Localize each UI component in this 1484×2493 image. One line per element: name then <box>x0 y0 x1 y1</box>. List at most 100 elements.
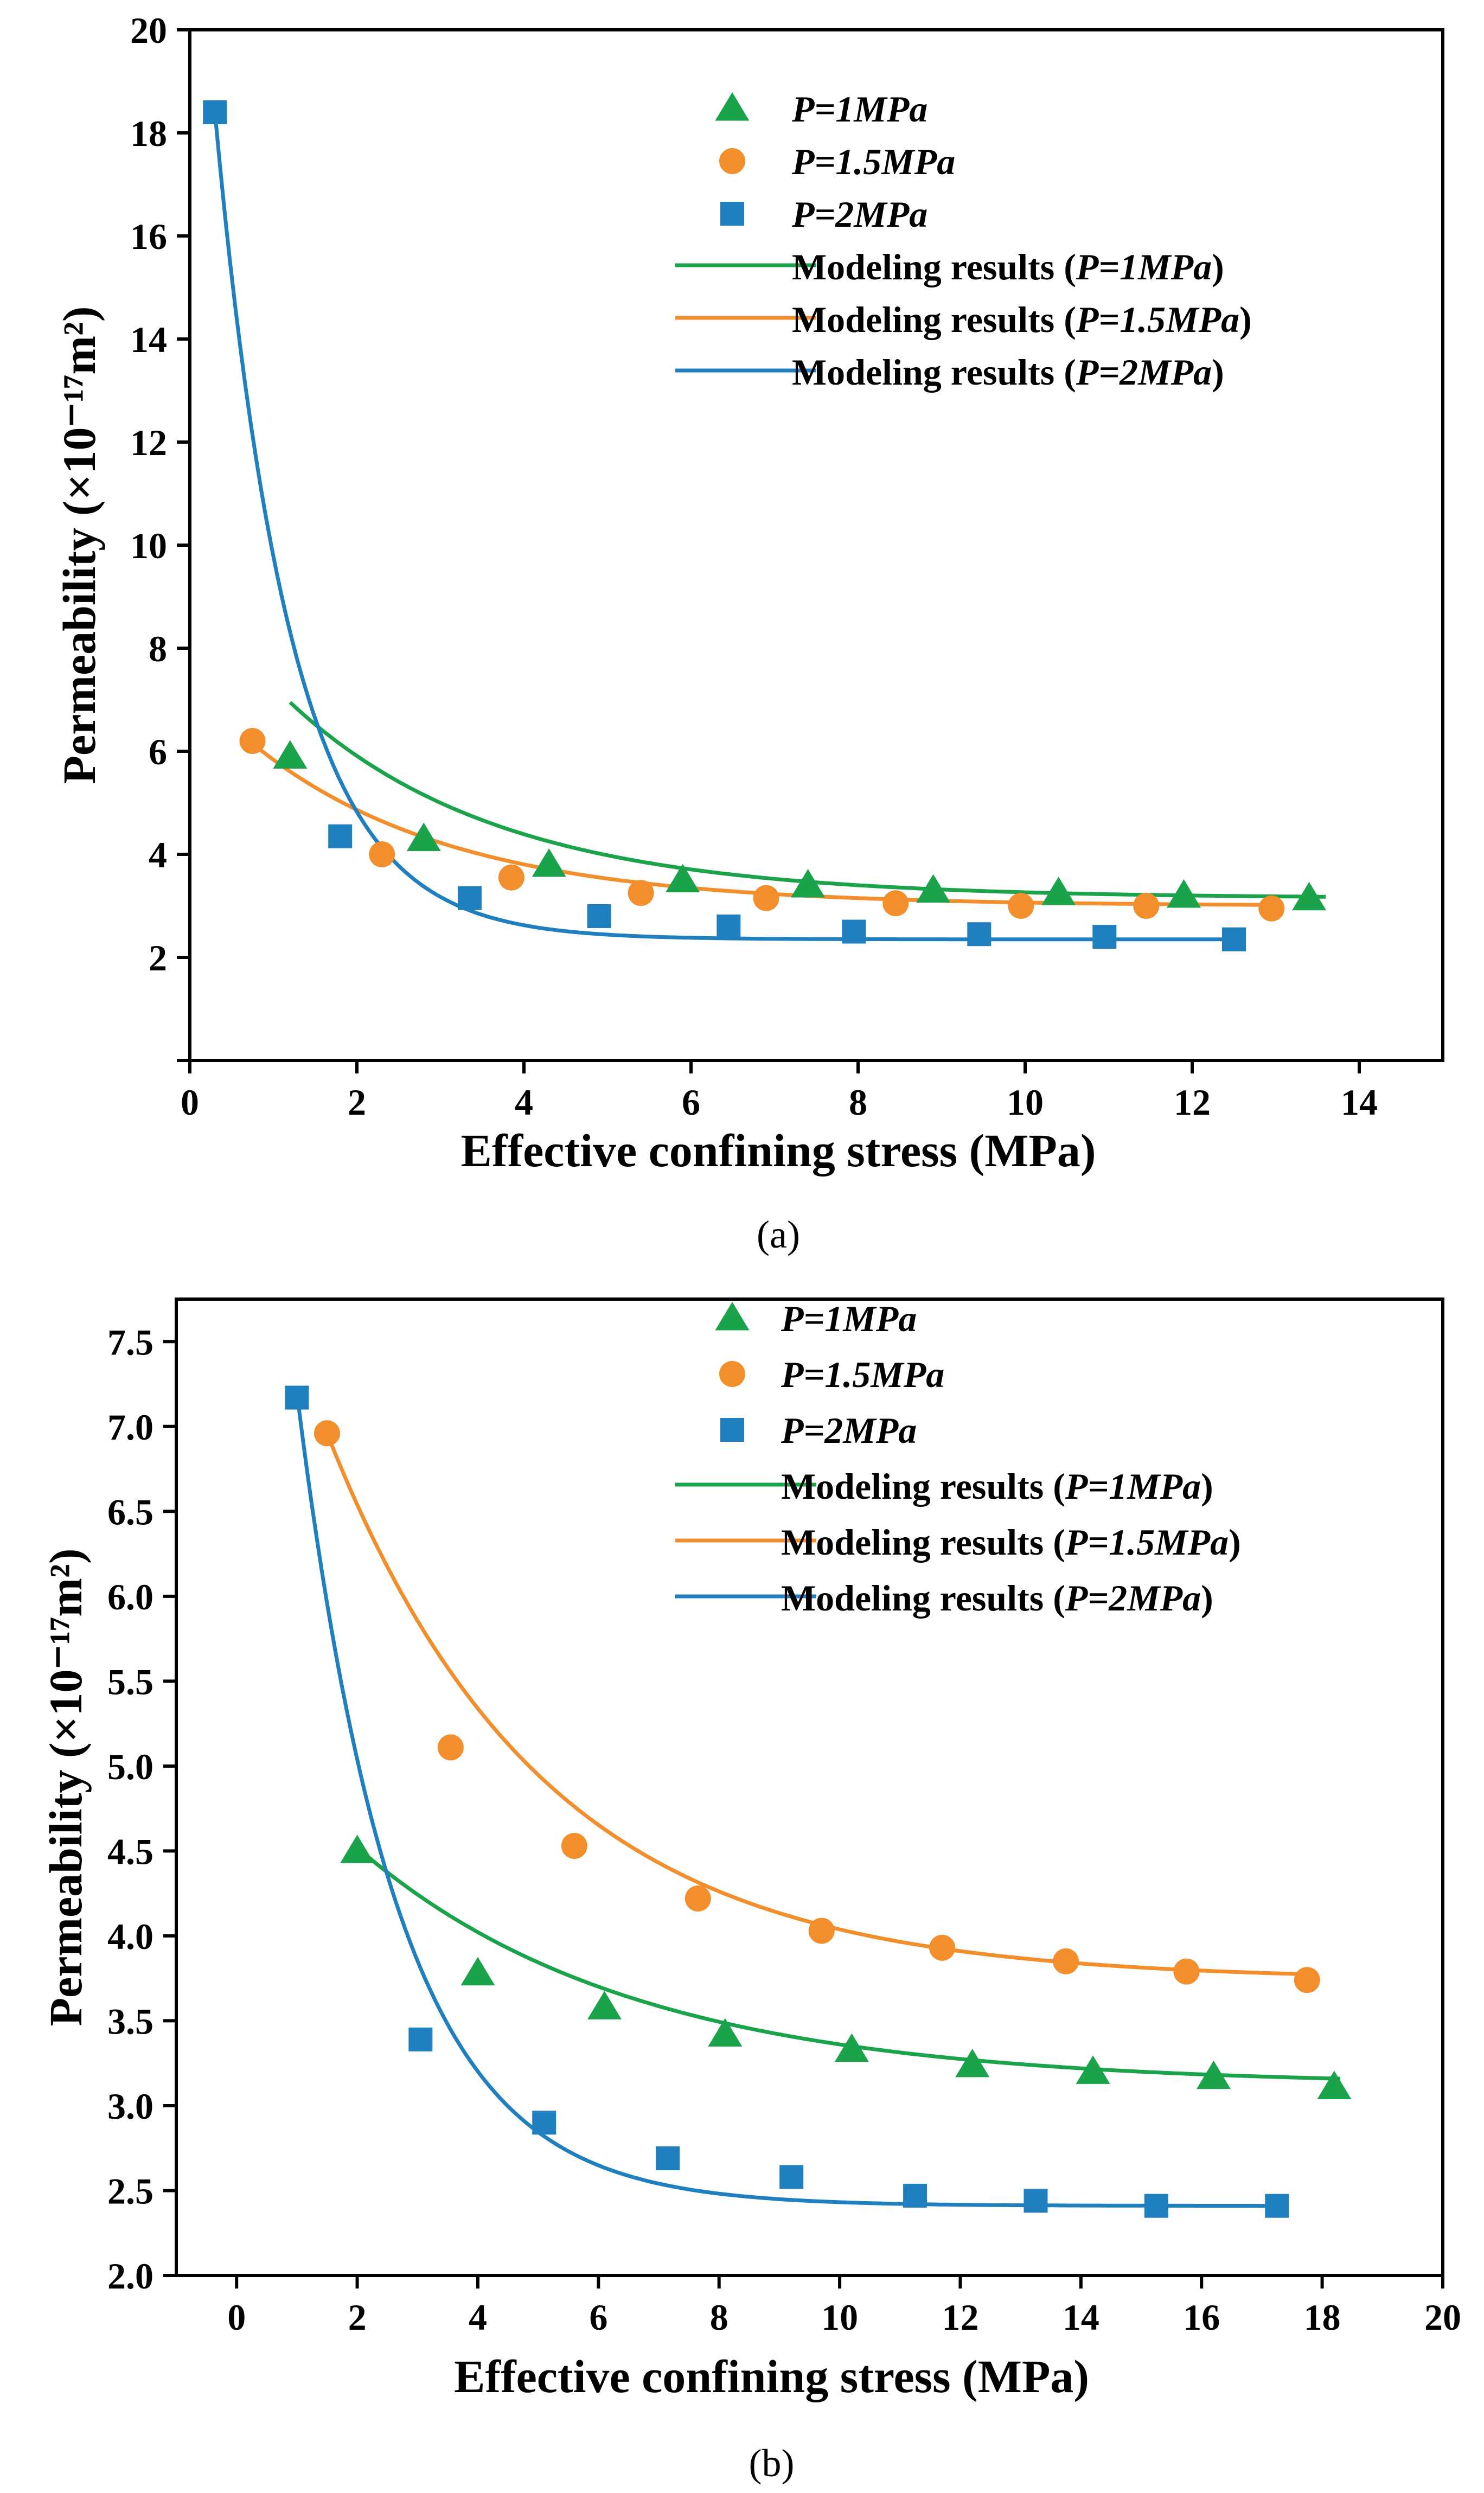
x-tick-label: 2 <box>348 1082 366 1123</box>
legend-marker <box>715 92 750 121</box>
x-tick-label: 2 <box>348 2297 367 2338</box>
legend-label: P=1.5MPa <box>791 141 955 182</box>
legend-marker <box>719 1361 745 1387</box>
data-point <box>753 885 779 911</box>
data-point <box>1294 1967 1320 1993</box>
y-tick-label: 5.0 <box>107 1746 153 1787</box>
legend-marker <box>720 1418 744 1442</box>
y-tick-label: 8 <box>149 628 167 669</box>
data-point <box>1133 893 1160 919</box>
legend: P=1MPa P=1.5MPa P=2MPa Modeling results (P=… <box>675 1298 1241 1619</box>
data-point <box>1222 927 1246 951</box>
data-point <box>834 2033 869 2062</box>
plot-frame <box>175 1297 1444 2277</box>
y-tick-label: 6.0 <box>107 1576 153 1618</box>
data-point <box>203 100 227 124</box>
data-point <box>1076 2055 1110 2084</box>
data-point <box>1317 2070 1352 2100</box>
y-tick-label: 7.5 <box>107 1321 153 1363</box>
y-tick-label: 2.5 <box>107 2170 153 2211</box>
data-point <box>498 864 524 891</box>
y-tick-label: 6.5 <box>107 1491 153 1532</box>
legend-label: P=1MPa <box>781 1298 917 1339</box>
legend-label: Modeling results (P=2MPa) <box>792 351 1224 393</box>
data-point <box>314 1420 340 1447</box>
legend-label: Modeling results (P=1.5MPa) <box>781 1522 1241 1563</box>
x-tick-label: 6 <box>589 2297 607 2338</box>
data-point <box>903 2183 928 2208</box>
y-tick-label: 2.0 <box>107 2255 153 2297</box>
data-point <box>628 880 654 906</box>
x-tick-label: 12 <box>942 2297 978 2338</box>
data-point <box>1024 2189 1048 2213</box>
data-point <box>666 864 700 892</box>
y-tick-label: 7.0 <box>107 1407 153 1448</box>
data-point <box>561 1833 587 1859</box>
y-tick-label: 12 <box>130 422 167 463</box>
legend-label: P=2MPa <box>781 1410 917 1451</box>
data-point <box>408 2027 433 2051</box>
data-point <box>1092 925 1117 949</box>
data-point <box>685 1885 711 1912</box>
data-point <box>708 2018 743 2047</box>
data-point <box>273 740 308 769</box>
data-point <box>916 874 951 903</box>
data-point <box>587 904 611 928</box>
x-tick-label: 20 <box>1424 2297 1461 2338</box>
panel-label: (b) <box>749 2441 795 2485</box>
data-point <box>717 915 741 938</box>
x-tick-label: 12 <box>1174 1082 1211 1123</box>
y-axis-title: Permeability (×10⁻¹⁷m²) <box>40 1549 92 2027</box>
legend-label: Modeling results (P=1MPa) <box>792 246 1224 287</box>
y-tick-label: 14 <box>130 319 167 360</box>
data-point <box>929 1934 956 1961</box>
data-point <box>532 848 566 877</box>
data-point <box>882 890 909 917</box>
data-point <box>1196 2060 1231 2089</box>
legend-marker <box>715 1302 750 1331</box>
data-point <box>239 728 266 754</box>
data-point <box>779 2165 804 2189</box>
data-point <box>457 886 482 910</box>
y-tick-label: 2 <box>149 937 167 979</box>
y-tick-label: 10 <box>130 525 167 566</box>
y-tick-label: 5.5 <box>107 1661 153 1702</box>
legend-label: P=2MPa <box>791 194 928 235</box>
x-tick-label: 10 <box>821 2297 858 2338</box>
y-tick-label: 3.5 <box>107 2000 153 2042</box>
x-tick-label: 6 <box>682 1082 700 1123</box>
data-point <box>656 2146 680 2170</box>
panel-label: (a) <box>757 1213 800 1256</box>
y-tick-label: 6 <box>149 731 167 772</box>
chart-panel-a: 0 2 4 6 8 10 12 14 2 4 6 8 10 12 14 16 18 20 Effective con… <box>53 10 1444 1256</box>
data-point <box>437 1734 464 1761</box>
x-axis-title: Effective confining stress (MPa) <box>460 1124 1096 1177</box>
legend-label: Modeling results (P=1MPa) <box>781 1466 1213 1507</box>
legend-label: Modeling results (P=2MPa) <box>781 1577 1213 1619</box>
fit-curve <box>325 1433 1310 1977</box>
data-point <box>1167 879 1201 908</box>
y-tick-label: 4.5 <box>107 1831 153 1872</box>
data-point <box>1041 877 1076 905</box>
x-tick-label: 4 <box>515 1082 533 1123</box>
data-point <box>1144 2194 1168 2218</box>
x-axis-title: Effective confining stress (MPa) <box>454 2350 1089 2402</box>
legend-marker <box>719 148 745 174</box>
x-tick-label: 4 <box>469 2297 487 2338</box>
data-point <box>967 922 992 947</box>
data-point <box>1265 2194 1289 2218</box>
y-tick-label: 16 <box>130 216 167 257</box>
legend-label: P=1MPa <box>791 88 928 130</box>
x-tick-label: 18 <box>1304 2297 1341 2338</box>
y-tick-label: 3.0 <box>107 2086 153 2127</box>
legend-label: Modeling results (P=1.5MPa) <box>792 299 1252 340</box>
y-axis-title: Permeability (×10⁻¹⁷m²) <box>53 306 105 784</box>
legend-marker <box>720 202 744 226</box>
data-point <box>791 869 826 898</box>
x-tick-label: 16 <box>1183 2297 1220 2338</box>
data-point <box>460 1957 495 1986</box>
fit-curve <box>251 742 1276 907</box>
x-tick-label: 14 <box>1063 2297 1099 2338</box>
x-tick-label: 10 <box>1007 1082 1044 1123</box>
